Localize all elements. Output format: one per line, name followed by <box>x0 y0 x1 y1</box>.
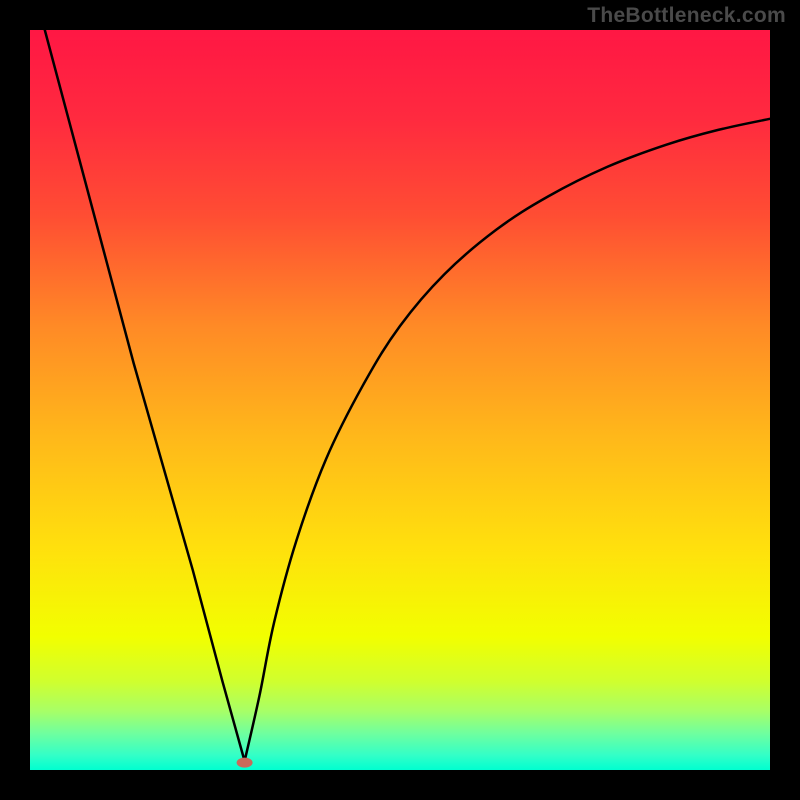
chart-plot-area <box>30 30 770 770</box>
bottleneck-chart <box>0 0 800 800</box>
optimal-point-marker <box>237 758 253 768</box>
chart-container: TheBottleneck.com <box>0 0 800 800</box>
